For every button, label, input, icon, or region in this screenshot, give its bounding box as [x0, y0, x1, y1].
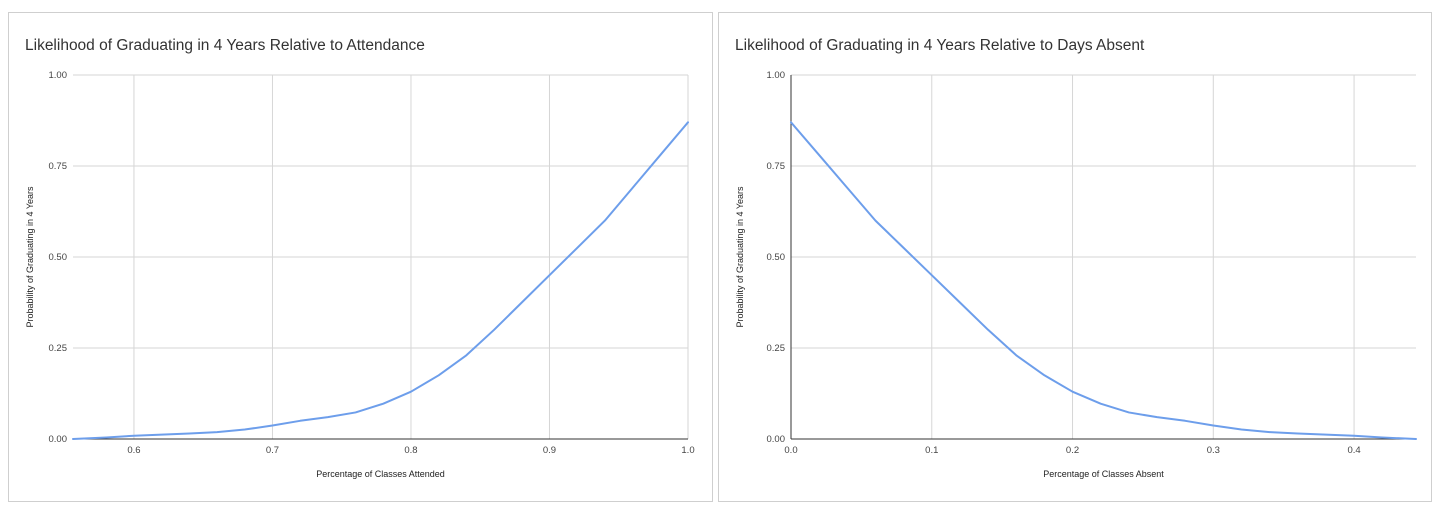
- attendance-chart-title: Likelihood of Graduating in 4 Years Rela…: [25, 37, 425, 54]
- absence-chart-title: Likelihood of Graduating in 4 Years Rela…: [735, 37, 1145, 54]
- attendance-y-tick-label: 0.25: [49, 343, 68, 354]
- attendance-y-tick-label: 0.75: [49, 161, 68, 172]
- absence-y-tick-label: 0.75: [767, 161, 786, 172]
- absence-y-tick-label: 1.00: [767, 70, 786, 81]
- absence-series-line: [790, 121, 1417, 440]
- attendance-y-tick-label: 0.50: [49, 252, 68, 263]
- attendance-x-tick-label: 0.9: [543, 445, 556, 456]
- attendance-x-tick-label: 0.7: [266, 445, 279, 456]
- attendance-chart-panel: Likelihood of Graduating in 4 Years Rela…: [8, 12, 713, 502]
- absence-y-tick-label: 0.00: [767, 434, 786, 445]
- attendance-chart: Likelihood of Graduating in 4 Years Rela…: [25, 37, 695, 479]
- absence-x-axis-label: Percentage of Classes Absent: [1043, 469, 1164, 479]
- absence-x-tick-label: 0.3: [1207, 445, 1220, 456]
- absence-y-tick-label: 0.50: [767, 252, 786, 263]
- attendance-series-line: [72, 121, 689, 440]
- absence-x-tick-label: 0.0: [784, 445, 797, 456]
- absence-x-tick-label: 0.4: [1347, 445, 1360, 456]
- absence-y-axis-label: Probability of Graduating in 4 Years: [735, 186, 745, 328]
- attendance-y-tick-label: 1.00: [49, 70, 68, 81]
- absence-chart: Likelihood of Graduating in 4 Years Rela…: [735, 37, 1417, 479]
- attendance-x-tick-label: 0.6: [127, 445, 140, 456]
- absence-y-tick-label: 0.25: [767, 343, 786, 354]
- attendance-x-tick-label: 0.8: [404, 445, 417, 456]
- attendance-x-axis-label: Percentage of Classes Attended: [316, 469, 445, 479]
- attendance-y-axis-label: Probability of Graduating in 4 Years: [25, 186, 35, 328]
- attendance-y-tick-label: 0.00: [49, 434, 68, 445]
- absence-chart-panel: Likelihood of Graduating in 4 Years Rela…: [718, 12, 1432, 502]
- absence-x-tick-label: 0.2: [1066, 445, 1079, 456]
- attendance-x-tick-label: 1.0: [681, 445, 694, 456]
- absence-x-tick-label: 0.1: [925, 445, 938, 456]
